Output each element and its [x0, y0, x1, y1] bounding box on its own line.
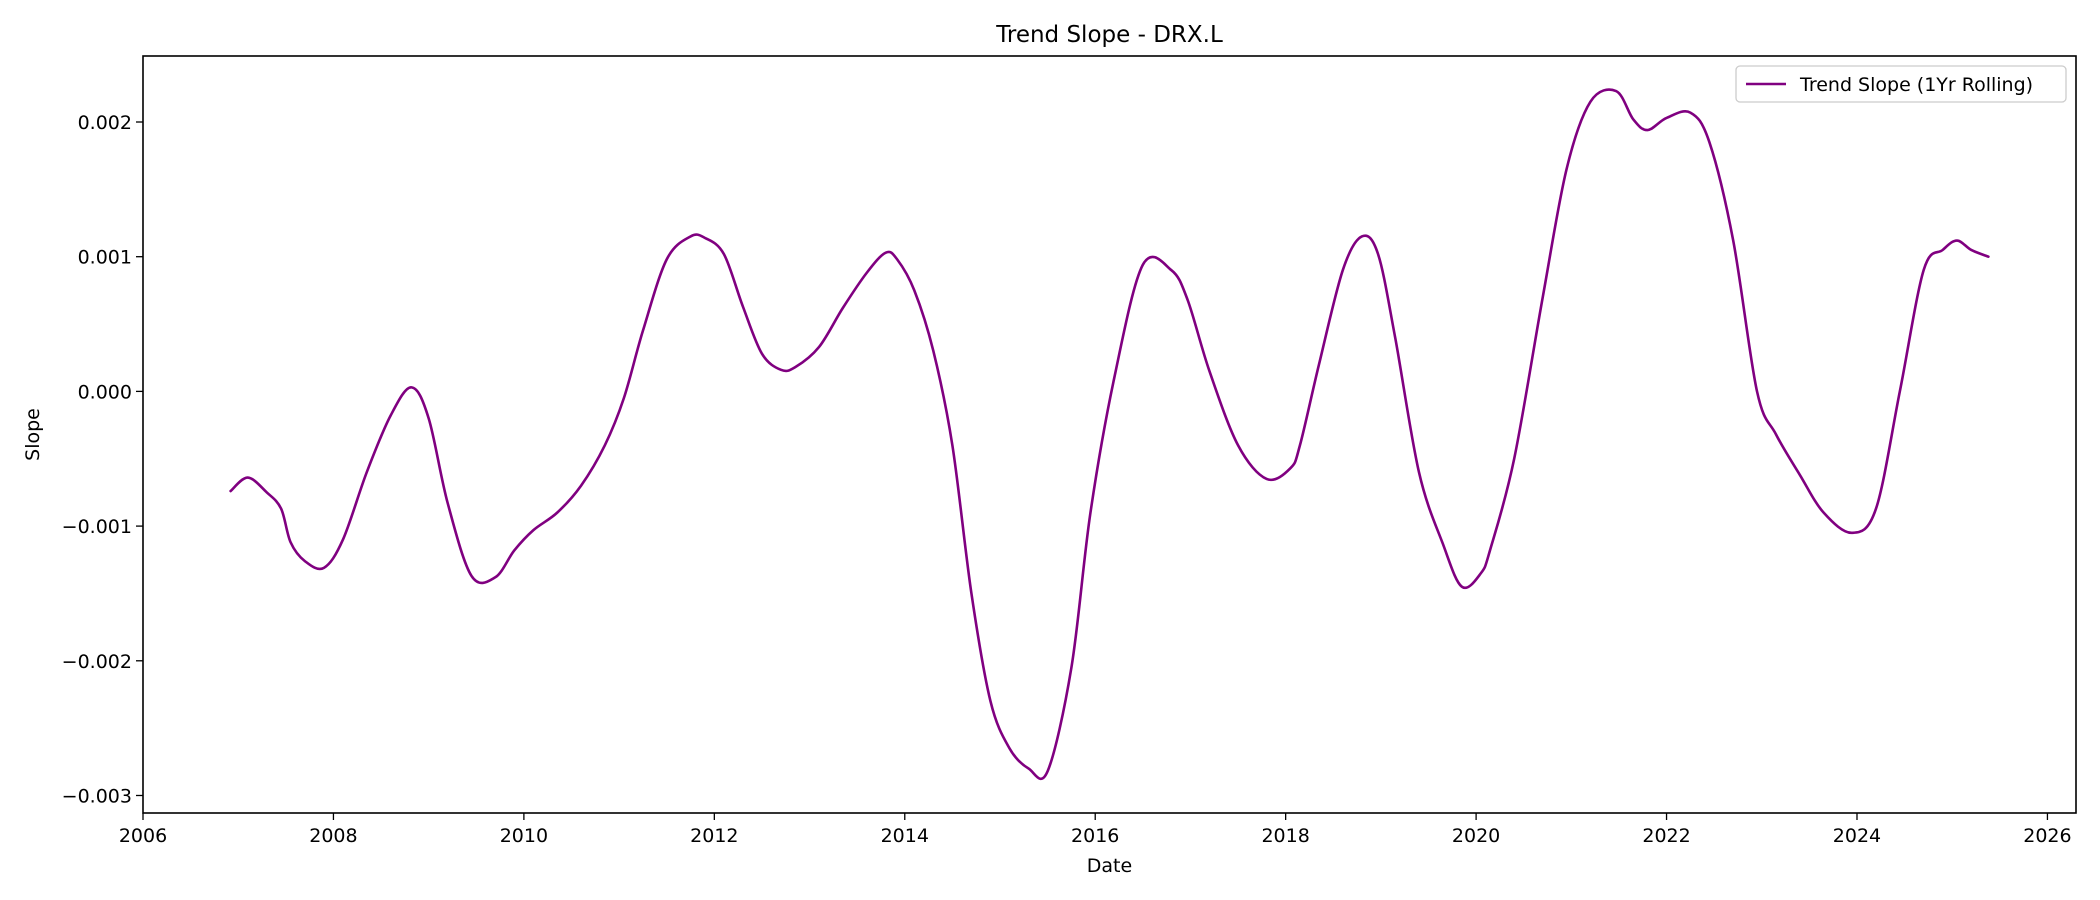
legend-label: Trend Slope (1Yr Rolling) — [1799, 74, 2033, 96]
x-tick-label: 2016 — [1071, 825, 1119, 847]
x-tick-label: 2012 — [690, 825, 738, 847]
legend-box — [1735, 65, 2067, 103]
y-tick-label: 0.000 — [78, 381, 132, 403]
x-axis-ticks: 2006 2008 2010 2012 2014 2016 2018 2020 2022 2024… — [119, 813, 2072, 847]
x-tick-label: 2018 — [1261, 825, 1309, 847]
x-tick-label: 2022 — [1642, 825, 1690, 847]
x-axis-label: Date — [1087, 855, 1132, 877]
y-tick-label: −0.001 — [62, 516, 132, 538]
y-axis-ticks: −0.003 −0.002 −0.001 0.000 0.001 0.002 — [62, 112, 143, 807]
y-axis-label: Slope — [22, 408, 44, 461]
series-layer — [229, 88, 1990, 781]
x-tick-label: 2010 — [500, 825, 548, 847]
y-tick-label: −0.002 — [62, 651, 132, 673]
x-tick-label: 2020 — [1452, 825, 1500, 847]
x-tick-label: 2024 — [1833, 825, 1881, 847]
series-line-0 — [229, 88, 1990, 781]
plot-frame — [142, 55, 2077, 814]
x-tick-label: 2026 — [2023, 825, 2071, 847]
chart-title: Trend Slope - DRX.L — [995, 22, 1223, 48]
y-tick-label: 0.002 — [78, 112, 132, 134]
x-tick-label: 2008 — [309, 825, 357, 847]
x-tick-label: 2006 — [119, 825, 167, 847]
y-tick-label: 0.001 — [78, 247, 132, 269]
legend: Trend Slope (1Yr Rolling) — [1735, 65, 2067, 103]
y-tick-label: −0.003 — [62, 785, 132, 807]
x-tick-label: 2014 — [881, 825, 929, 847]
